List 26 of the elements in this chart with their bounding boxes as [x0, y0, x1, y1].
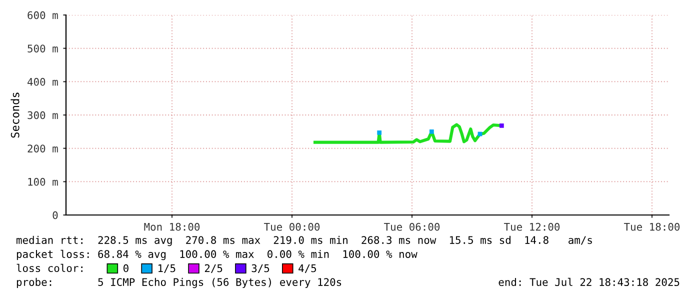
text: probe: 5 ICMP Echo Pings (56 Bytes) every 120s	[16, 278, 342, 288]
x-tick-label: Tue 12:00	[504, 222, 560, 231]
legend-label: 2/5	[204, 264, 222, 273]
y-tick-label: 200 m	[28, 144, 58, 152]
legend-label: 0	[124, 264, 128, 272]
x-tick-label: Tue 18:00	[624, 222, 680, 231]
text: median rtt: 228.5 ms avg 270.8 ms max 219.0 ms min 268.3 ms now 15.5 ms sd 14.8 am/s	[16, 236, 592, 246]
y-tick-label: 300 m	[28, 111, 58, 120]
y-tick-label: 500 m	[28, 44, 58, 52]
y-axis-title: Seconds	[10, 92, 20, 138]
legend-label: 4/5	[298, 264, 316, 273]
legend-title: loss color:	[16, 264, 82, 272]
y-tick-label: 0	[52, 211, 58, 220]
legend-label: 1/5	[158, 264, 176, 273]
x-tick-label: Tue 00:00	[264, 222, 320, 231]
y-tick-label: 400 m	[28, 78, 58, 86]
y-tick-label: 100 m	[28, 178, 58, 186]
y-tick-label: 600 m	[28, 11, 58, 20]
point	[429, 129, 434, 134]
point	[499, 123, 504, 128]
x-tick-label: Tue 06:00	[384, 222, 440, 231]
text: packet loss: 68.84 % avg 100.00 % max 0.00 % min 100.00 % now	[16, 250, 418, 260]
text: end: Tue Jul 22 18:43:18 2025	[498, 278, 680, 286]
x-tick-label: Mon 18:00	[144, 222, 200, 231]
legend-label: 3/5	[252, 264, 270, 273]
point	[377, 130, 382, 135]
